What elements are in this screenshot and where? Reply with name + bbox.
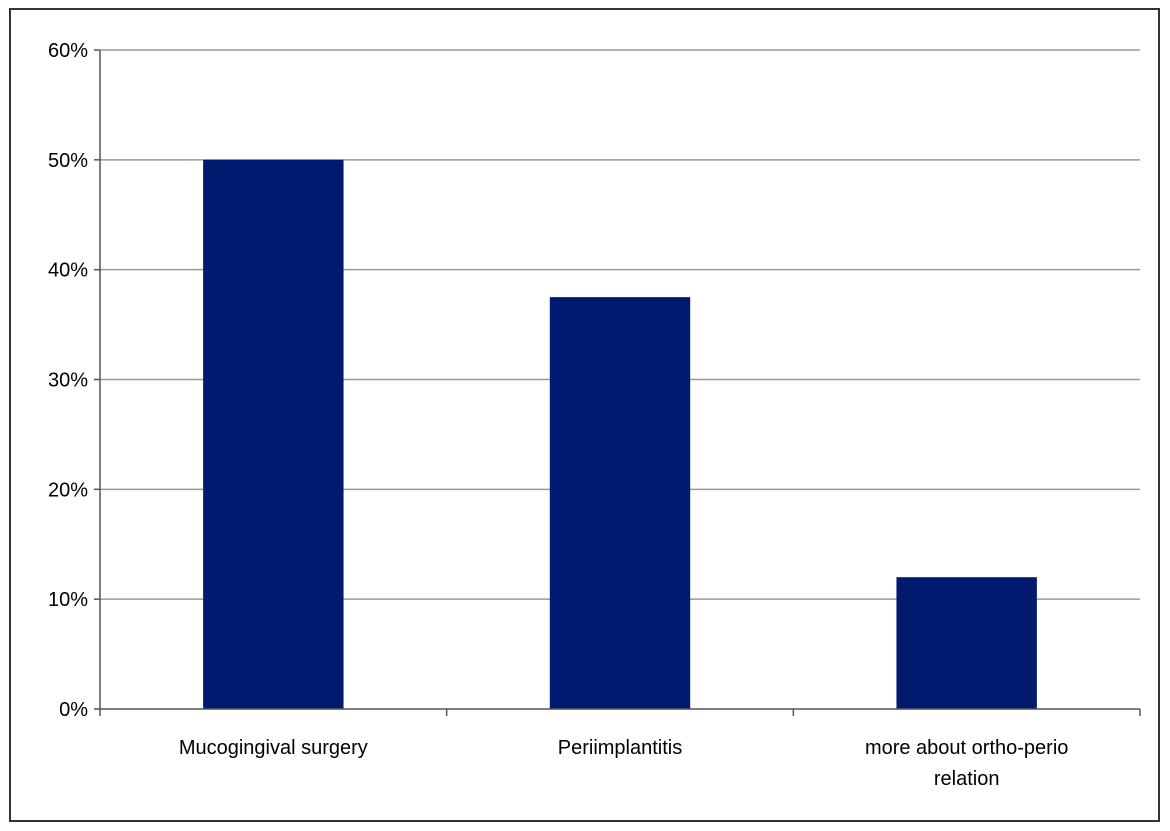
axes [94,49,1141,716]
bars [203,159,1037,710]
y-tick-labels: 0% 10% 20% 30% 40% 50% 60% [48,40,88,721]
x-category-label: more about ortho-perio relation [865,737,1068,790]
x-category-label-line: relation [934,768,1000,790]
y-tick-label: 40% [48,260,88,282]
x-category-label: Periimplantitis [558,737,682,759]
y-tick-label: 30% [48,370,88,392]
x-category-label: Mucogingival surgery [179,737,368,759]
x-category-labels: Mucogingival surgery Periimplantitis more … [179,737,1069,790]
y-tick-label: 50% [48,150,88,172]
y-tick-label: 10% [48,589,88,611]
x-category-label-line: Mucogingival surgery [179,737,368,759]
bar [549,297,691,709]
x-category-label-line: more about ortho-perio [865,737,1068,759]
bar [896,577,1037,709]
y-tick-label: 60% [48,40,88,62]
y-tick-label: 0% [59,699,88,721]
bar [203,159,344,710]
x-category-label-line: Periimplantitis [558,737,682,759]
y-tick-label: 20% [48,479,88,501]
